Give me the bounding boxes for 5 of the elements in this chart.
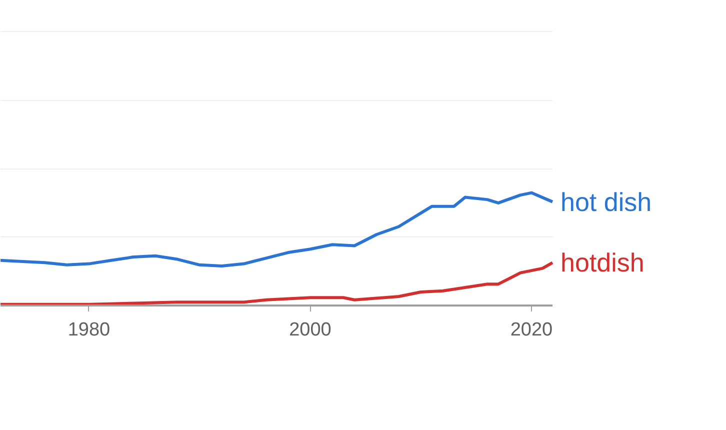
series-label: hot dish xyxy=(560,186,652,217)
x-tick-label: 1980 xyxy=(68,320,110,340)
x-tick-label: 2000 xyxy=(289,320,332,340)
x-tick-label: 2020 xyxy=(510,320,553,340)
series-label: hotdish xyxy=(560,248,644,278)
